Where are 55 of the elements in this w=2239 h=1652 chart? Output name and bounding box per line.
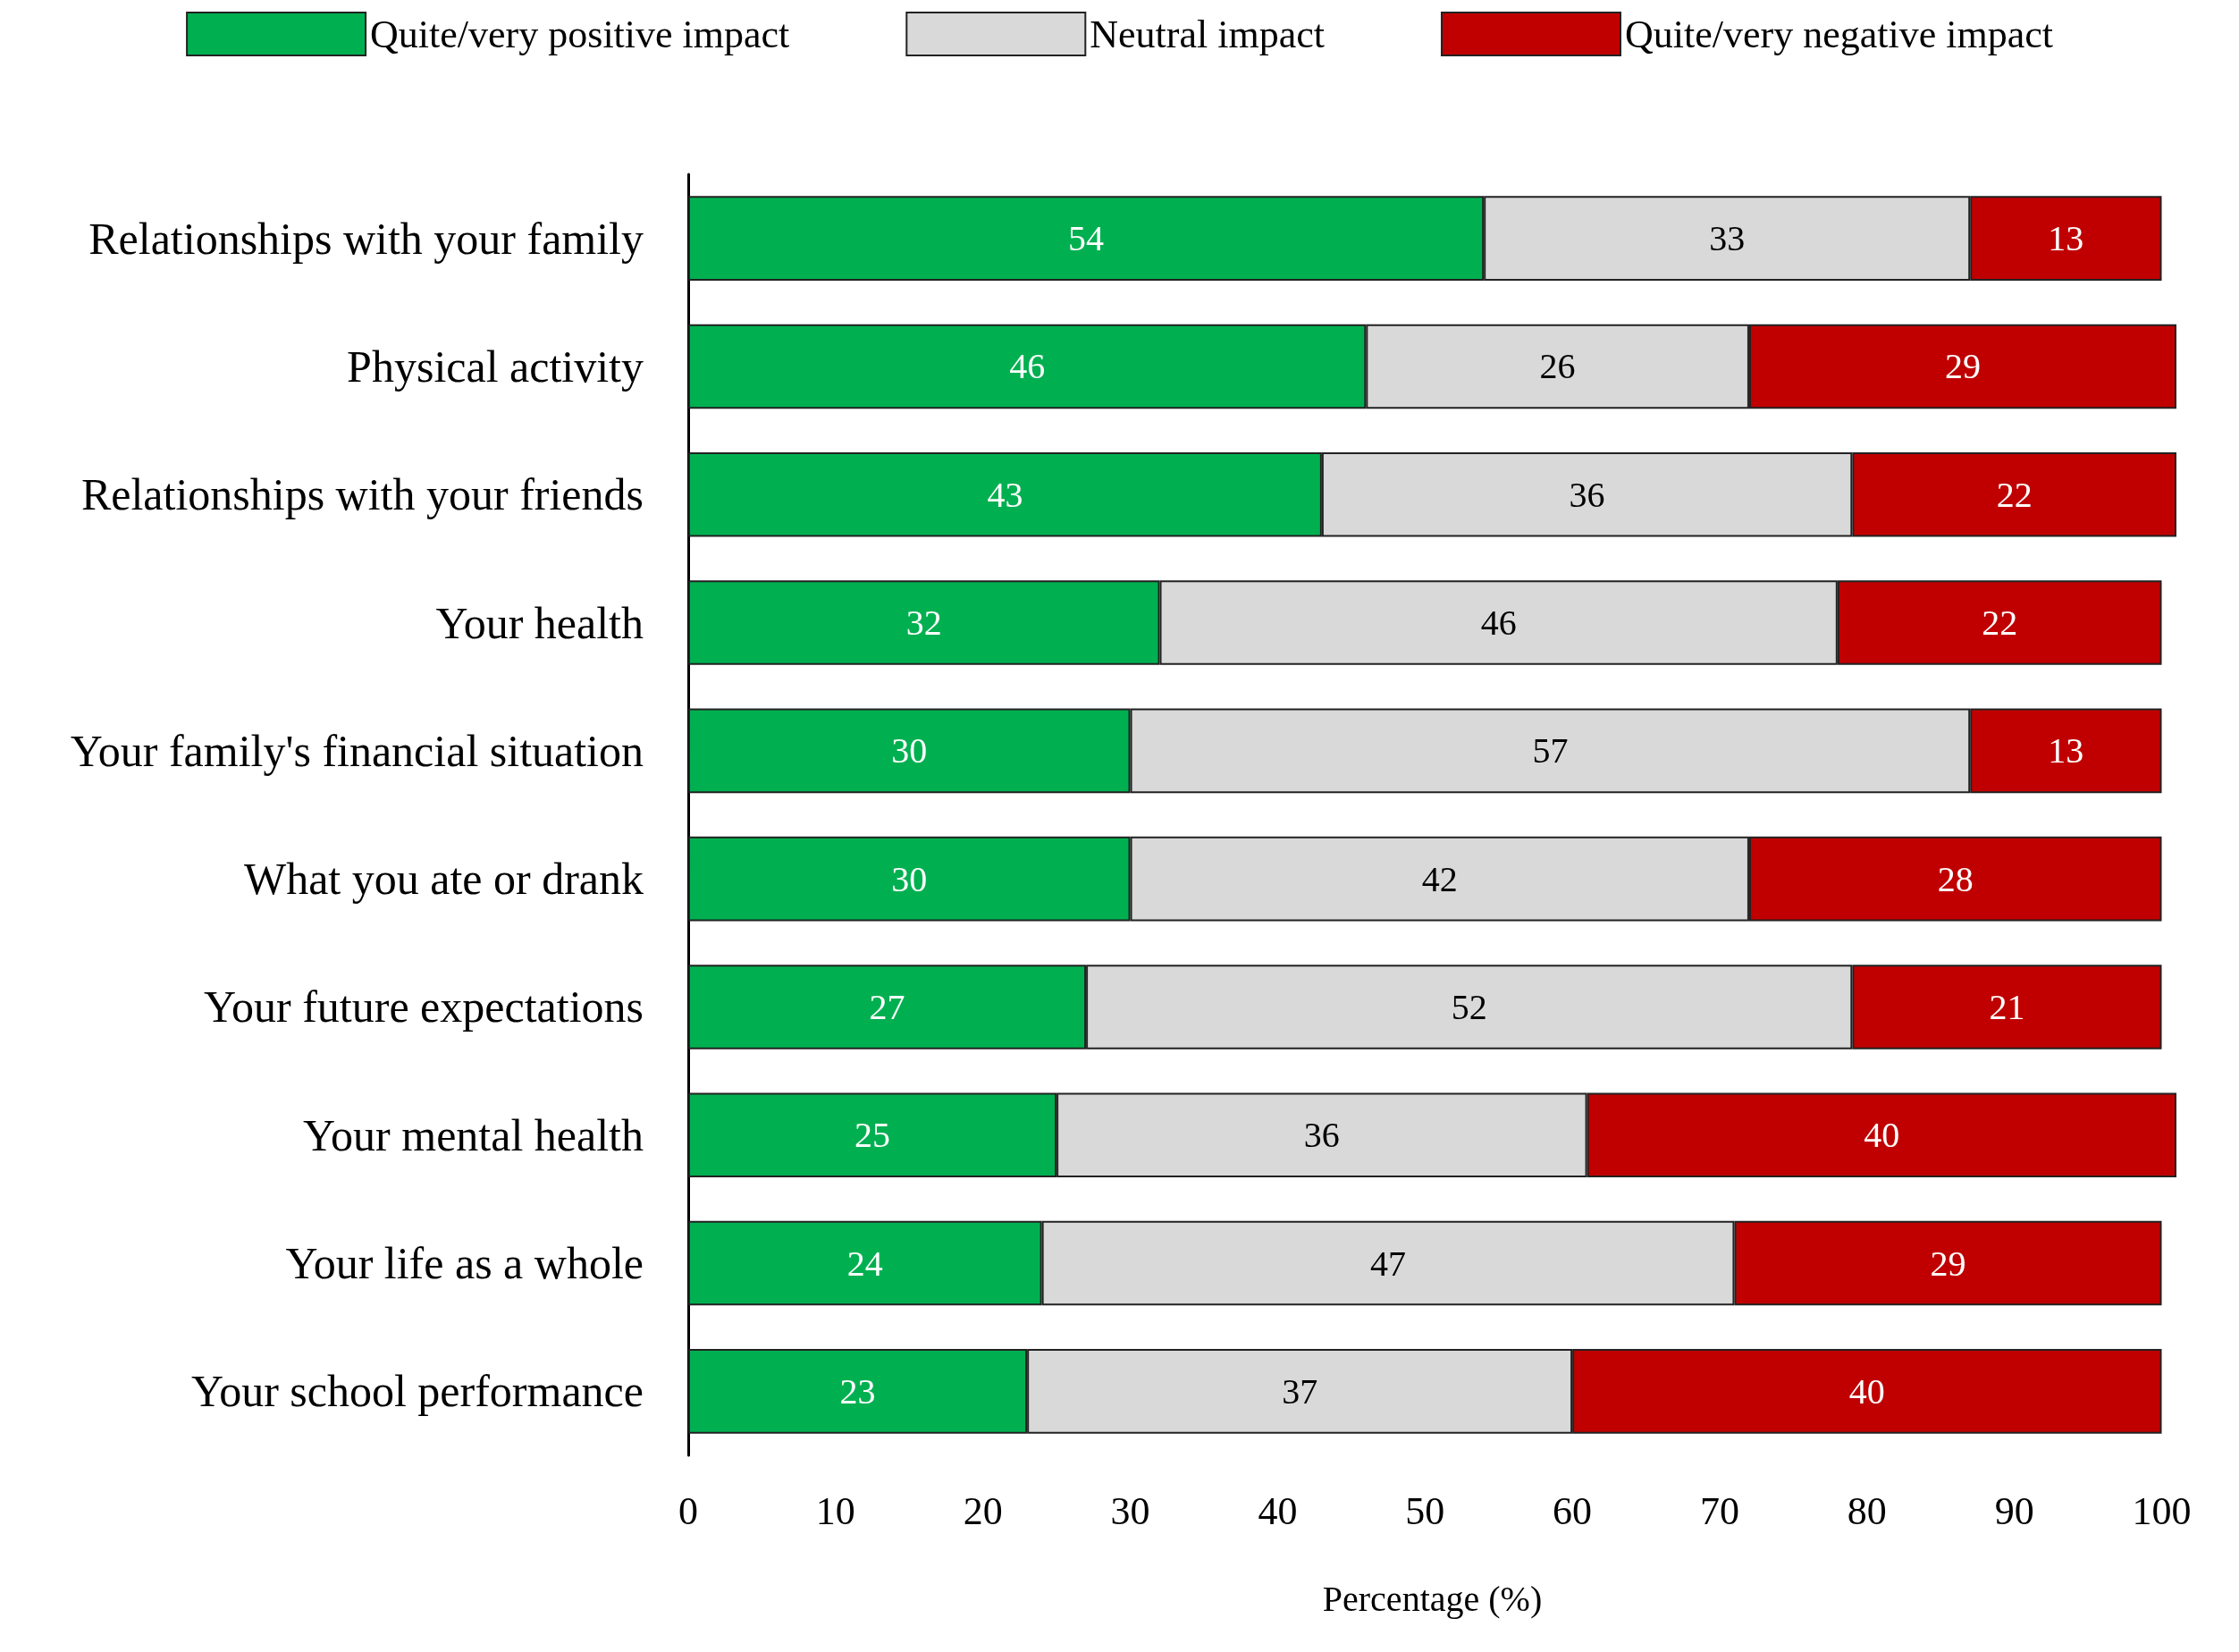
data-label: 57 — [1532, 730, 1569, 771]
data-label: 29 — [1944, 346, 1981, 387]
x-tick-label: 50 — [1405, 1488, 1445, 1533]
data-label: 46 — [1480, 603, 1517, 644]
y-tick-label: Your school performance — [191, 1366, 644, 1417]
data-label: 29 — [1930, 1243, 1966, 1284]
data-label: 46 — [1009, 346, 1046, 387]
x-tick-label: 80 — [1847, 1488, 1887, 1533]
data-label: 47 — [1370, 1243, 1407, 1284]
data-label: 32 — [905, 603, 942, 644]
data-label: 25 — [854, 1115, 891, 1156]
data-label: 27 — [869, 986, 905, 1027]
x-axis-title: Percentage (%) — [1322, 1578, 1543, 1619]
data-label: 36 — [1303, 1115, 1340, 1156]
y-tick-label: Your future expectations — [203, 982, 644, 1032]
x-tick-label: 10 — [815, 1488, 855, 1533]
x-tick-label: 20 — [963, 1488, 1003, 1533]
y-tick-label: Your mental health — [303, 1109, 644, 1160]
data-label: 24 — [846, 1243, 883, 1284]
x-tick-label: 90 — [1994, 1488, 2034, 1533]
y-tick-label: Your health — [435, 597, 644, 648]
data-label: 13 — [2048, 218, 2084, 259]
data-label: 40 — [1864, 1115, 1900, 1156]
data-label: 22 — [1996, 474, 2033, 515]
data-label: 37 — [1282, 1370, 1318, 1412]
y-tick-label: Your family's financial situation — [70, 725, 644, 776]
legend-label: Neutral impact — [1090, 12, 1325, 56]
x-tick-label: 0 — [678, 1488, 698, 1533]
y-tick-label: Relationships with your family — [88, 213, 644, 264]
legend-label: Quite/very negative impact — [1624, 12, 2053, 56]
data-label: 42 — [1421, 858, 1458, 899]
y-tick-label: What you ate or drank — [243, 854, 644, 905]
data-label: 54 — [1068, 218, 1105, 259]
data-label: 30 — [891, 730, 928, 771]
x-tick-label: 60 — [1553, 1488, 1593, 1533]
data-label: 52 — [1451, 986, 1487, 1027]
x-tick-label: 40 — [1258, 1488, 1298, 1533]
y-tick-label: Relationships with your friends — [80, 469, 644, 520]
data-label: 40 — [1848, 1370, 1885, 1412]
y-tick-label: Physical activity — [347, 341, 644, 392]
data-label: 21 — [1989, 986, 2025, 1027]
x-tick-label: 100 — [2132, 1488, 2192, 1533]
x-tick-label: 30 — [1110, 1488, 1150, 1533]
data-label: 33 — [1709, 218, 1746, 259]
data-label: 36 — [1569, 474, 1605, 515]
data-label: 43 — [987, 474, 1023, 515]
legend-label: Quite/very positive impact — [370, 12, 790, 56]
data-label: 22 — [1982, 603, 2018, 644]
data-label: 28 — [1937, 858, 1974, 899]
y-tick-label: Your life as a whole — [285, 1238, 644, 1289]
data-label: 23 — [839, 1370, 876, 1412]
data-label: 13 — [2048, 730, 2084, 771]
data-label: 26 — [1539, 346, 1576, 387]
x-tick-label: 70 — [1699, 1488, 1739, 1533]
data-label: 30 — [891, 858, 928, 899]
